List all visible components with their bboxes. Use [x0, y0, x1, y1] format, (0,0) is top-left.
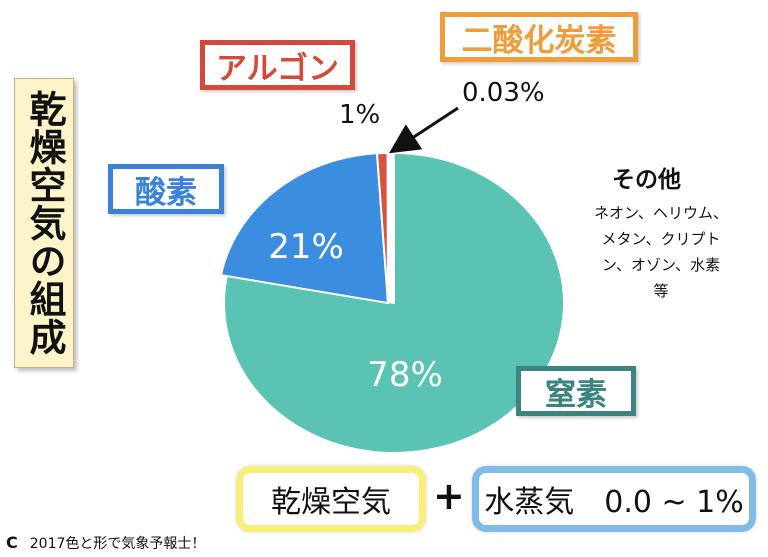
water-vapor-box: 水蒸気 0.0 ~ 1% — [472, 466, 756, 532]
data-label-nitrogen: 78% — [367, 355, 443, 395]
others-list: ネオン、ヘリウム、 メタン、クリプト ン、オゾン、水素 等 — [576, 200, 746, 304]
others-line: 等 — [653, 282, 669, 300]
others-line: ネオン、ヘリウム、 — [593, 204, 729, 222]
data-label-oxygen: 21% — [268, 227, 344, 267]
copyright: C 2017色と形で気象予報士！ — [6, 533, 205, 553]
chart-title: 乾燥空気の組成 — [23, 90, 66, 356]
others-title: その他 — [612, 167, 681, 193]
nitrogen-label: 窒素 — [516, 366, 636, 416]
dry-air-box: 乾燥空気 — [236, 466, 426, 532]
others-line: ン、オゾン、水素 — [601, 256, 721, 274]
data-label-co2: 0.03% — [462, 78, 545, 108]
plus-sign: + — [433, 474, 465, 518]
pie-slice-nitrogen — [223, 151, 565, 454]
oxygen-label: 酸素 — [108, 164, 224, 214]
copyright-icon: C — [6, 533, 18, 552]
pie-slice-oxygen — [219, 152, 390, 305]
copyright-text: 2017色と形で気象予報士！ — [29, 536, 206, 552]
argon-label: アルゴン — [200, 40, 355, 90]
data-label-argon: 1% — [339, 100, 381, 130]
co2-label: 二酸化炭素 — [440, 12, 638, 62]
co2-pointer-arrow — [388, 106, 459, 154]
title-box: 乾燥空気の組成 — [14, 78, 74, 368]
others-line: メタン、クリプト — [601, 230, 721, 248]
pie-slice-co2 — [386, 151, 391, 304]
